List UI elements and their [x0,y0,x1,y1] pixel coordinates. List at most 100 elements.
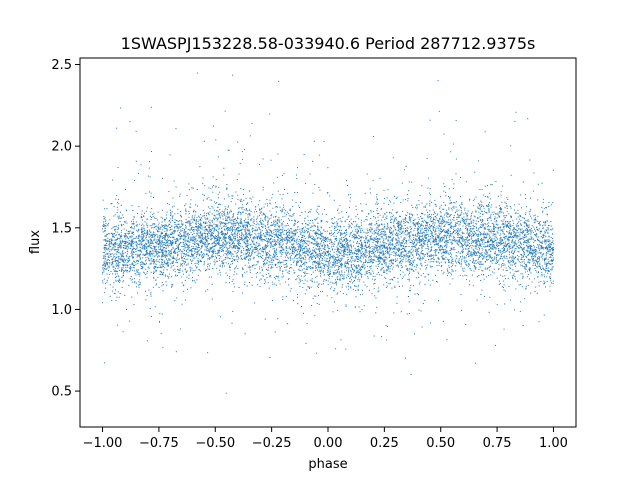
data-point [461,309,463,311]
data-point [488,209,490,211]
data-point [386,273,388,275]
data-point [113,233,115,235]
data-point [433,240,435,242]
data-point [474,233,476,235]
data-point [523,260,525,262]
data-point [355,290,357,292]
data-point [353,280,355,282]
data-point [258,234,260,236]
data-point [220,237,222,239]
data-point [486,276,488,278]
data-point [230,252,232,254]
data-point [424,214,426,216]
data-point [257,260,259,262]
data-point [102,221,104,223]
data-point [263,275,265,277]
data-point [369,224,371,226]
data-point [179,236,181,238]
data-point [265,216,267,218]
data-point [301,211,303,213]
data-point [430,322,432,324]
data-point [378,287,380,289]
data-point [194,248,196,250]
data-point [253,236,255,238]
data-point [332,254,334,256]
data-point [146,295,148,297]
data-point [535,234,537,236]
data-point [339,260,341,262]
data-point [499,242,501,244]
data-point [369,236,371,238]
data-point [146,248,148,249]
data-point [252,240,254,242]
data-point [374,275,376,277]
data-point [116,253,118,255]
data-point [187,246,189,248]
data-point [252,246,254,248]
data-point [162,217,164,219]
data-point [187,254,189,256]
data-point [248,262,250,264]
data-point [241,258,243,260]
data-point [494,247,496,249]
data-point [253,236,255,237]
data-point [138,281,140,283]
data-point [208,243,210,245]
data-point [180,241,182,243]
data-point [123,261,124,263]
data-point [240,218,242,220]
data-point [332,245,334,247]
data-point [235,203,237,205]
data-point [102,199,104,201]
data-point [125,269,127,271]
data-point [463,270,465,272]
data-point [197,261,199,263]
data-point [299,255,301,257]
data-point [515,111,517,113]
data-point [160,248,162,250]
data-point [167,250,169,252]
data-point [498,254,500,256]
data-point [463,218,465,220]
data-point [159,273,161,275]
data-point [146,247,148,249]
data-point [448,207,450,209]
data-point [466,218,468,220]
data-point [218,221,220,223]
data-point [118,224,120,226]
data-point [164,245,166,246]
data-point [524,194,526,196]
data-point [365,203,367,205]
data-point [495,235,497,237]
data-point [351,272,353,274]
data-point [441,238,443,240]
data-point [407,198,409,200]
data-point [316,244,318,246]
data-point [277,240,279,242]
data-point [530,238,532,240]
data-point [117,229,119,230]
data-point [526,246,528,248]
data-point [517,212,519,214]
data-point [486,226,488,228]
data-point [508,244,510,246]
data-point [520,258,522,260]
data-point [332,261,334,263]
data-point [478,227,480,229]
data-point [167,241,169,243]
data-point [448,230,450,232]
data-point [277,153,279,155]
data-point [355,221,357,223]
data-point [193,236,195,238]
data-point [530,235,532,237]
data-point [117,263,119,265]
data-point [485,268,487,270]
data-point [540,280,542,282]
data-point [329,266,331,268]
data-point [472,219,474,221]
data-point [421,245,423,247]
data-point [306,243,308,245]
data-point [230,263,232,265]
data-point [194,226,196,228]
data-point [116,239,118,241]
